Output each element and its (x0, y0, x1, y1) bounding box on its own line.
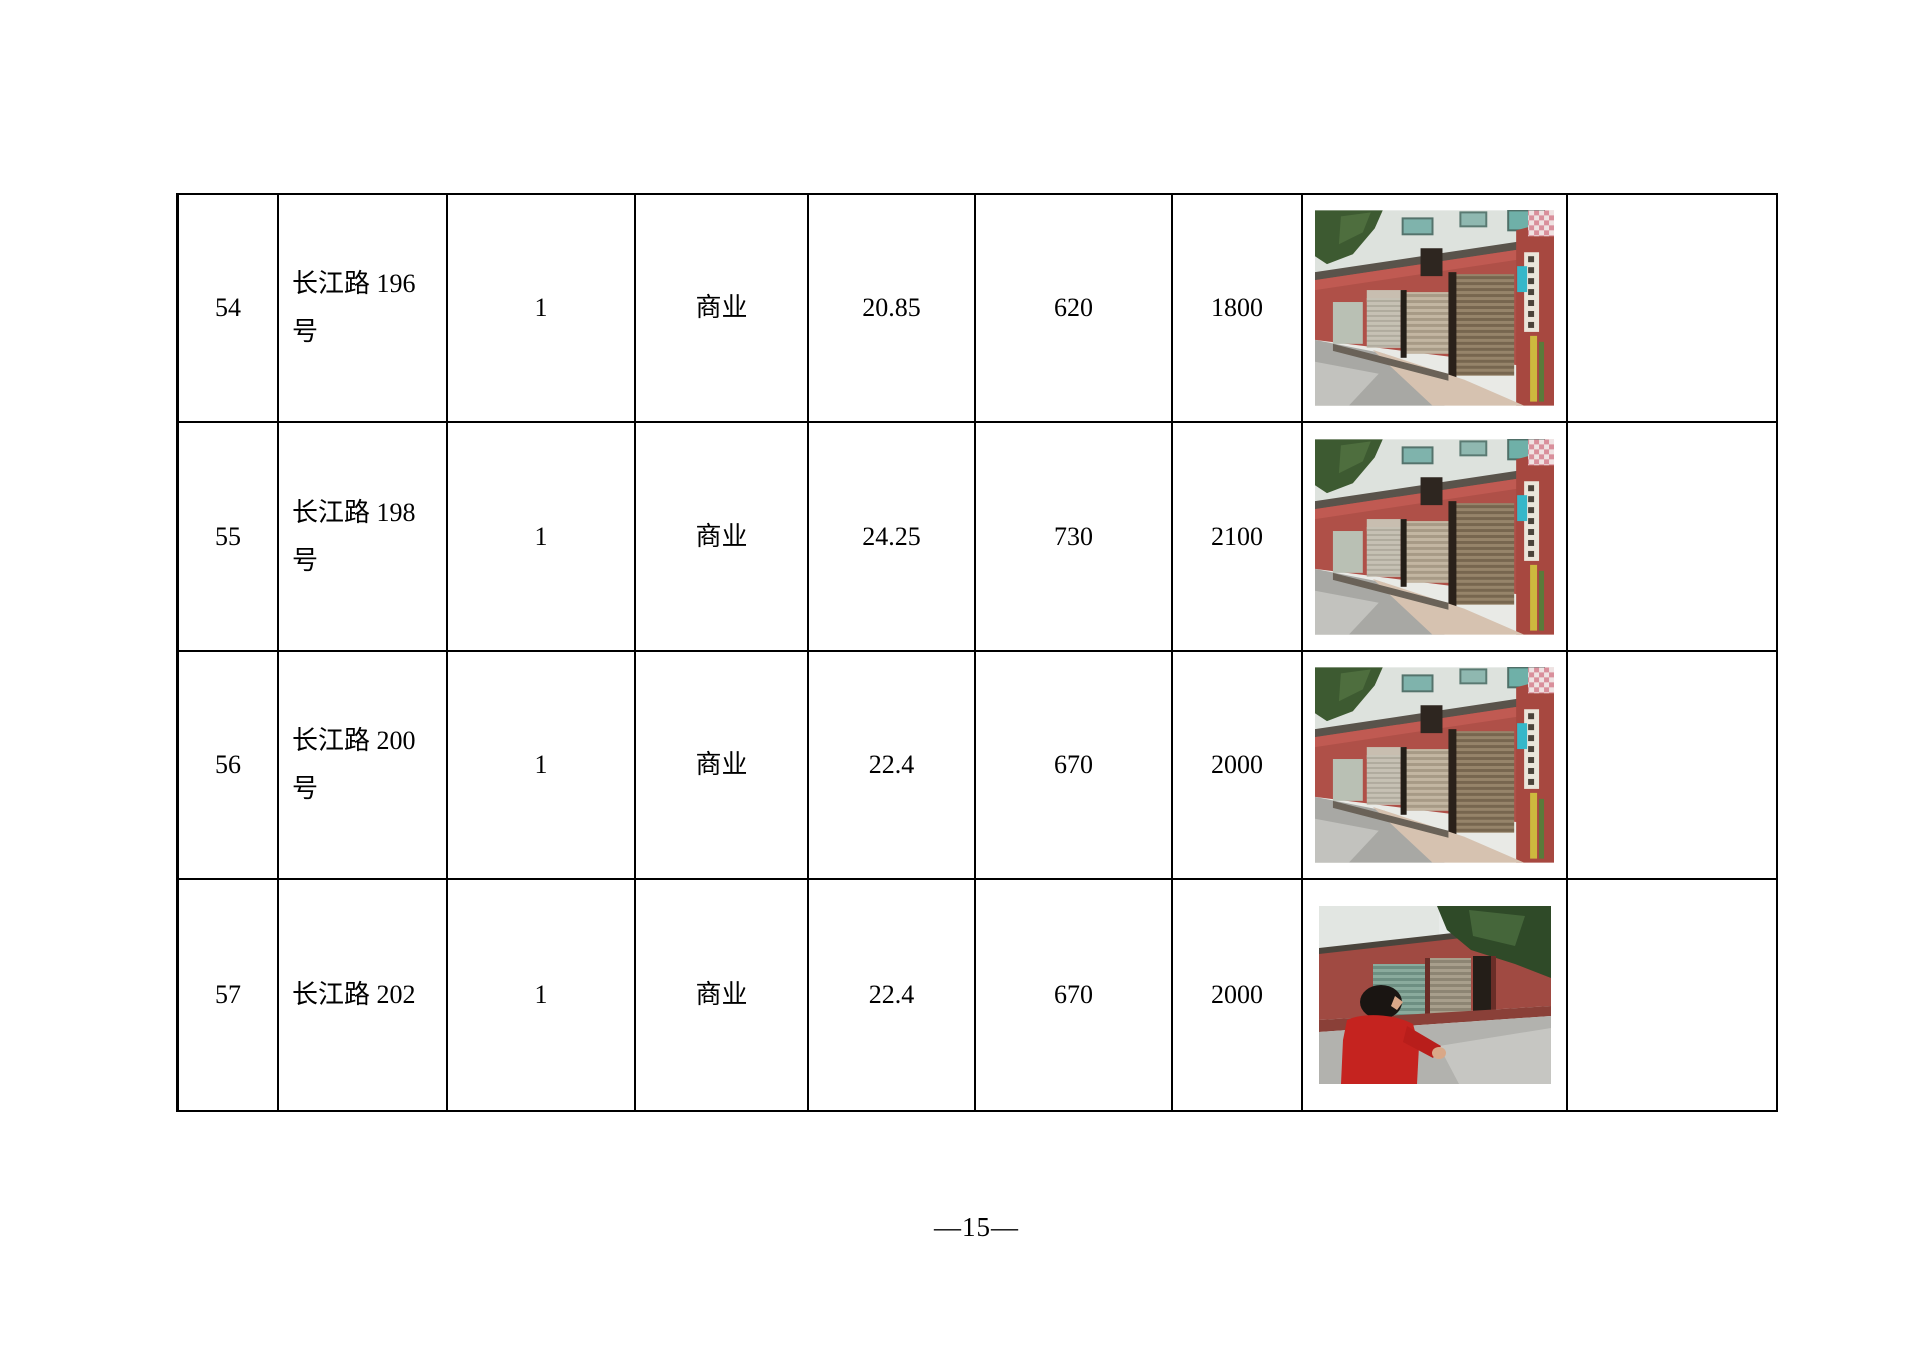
address-cell: 长江路 202 (279, 880, 448, 1110)
remarks-cell (1568, 195, 1776, 423)
photo-cell (1303, 652, 1568, 880)
value1-cell: 670 (976, 880, 1173, 1110)
row-number-cell: 55 (179, 423, 279, 652)
photo-cell (1303, 195, 1568, 423)
address-line-1: 长江路 202 (292, 980, 416, 1009)
address-cell: 长江路 200 号 (279, 652, 448, 880)
area-cell: 20.85 (809, 195, 976, 423)
storefront-photo (1315, 667, 1554, 863)
row-number-cell: 54 (179, 195, 279, 423)
remarks-cell (1568, 652, 1776, 880)
address-line-2: 号 (292, 317, 319, 346)
count-cell: 1 (448, 652, 636, 880)
usage-type-cell: 商业 (636, 195, 809, 423)
value1-cell: 620 (976, 195, 1173, 423)
address-line-1: 长江路 196 (292, 269, 416, 298)
value1-cell: 730 (976, 423, 1173, 652)
address-line-2: 号 (292, 774, 319, 803)
row-number-cell: 57 (179, 880, 279, 1110)
area-cell: 24.25 (809, 423, 976, 652)
remarks-cell (1568, 423, 1776, 652)
address-line-2: 号 (292, 545, 319, 575)
address-line-1: 长江路 198 (292, 497, 416, 527)
usage-type-cell: 商业 (636, 423, 809, 652)
area-cell: 22.4 (809, 880, 976, 1110)
page-number: —15— (934, 1212, 1019, 1242)
value2-cell: 2000 (1173, 880, 1303, 1110)
address-line-1: 长江路 200 (292, 726, 416, 755)
storefront-photo (1315, 210, 1554, 406)
remarks-cell (1568, 880, 1776, 1110)
count-cell: 1 (448, 880, 636, 1110)
value2-cell: 2000 (1173, 652, 1303, 880)
photo-cell (1303, 880, 1568, 1110)
count-cell: 1 (448, 423, 636, 652)
value1-cell: 670 (976, 652, 1173, 880)
address-cell: 长江路 196 号 (279, 195, 448, 423)
value2-cell: 1800 (1173, 195, 1303, 423)
photo-cell (1303, 423, 1568, 652)
value2-cell: 2100 (1173, 423, 1303, 652)
property-table: 54 长江路 196 号 1 商业 20.85 620 1800 55 长江路 … (176, 193, 1778, 1112)
area-cell: 22.4 (809, 652, 976, 880)
storefront-photo (1318, 906, 1551, 1084)
count-cell: 1 (448, 195, 636, 423)
storefront-photo (1315, 438, 1554, 635)
row-number-cell: 56 (179, 652, 279, 880)
usage-type-cell: 商业 (636, 652, 809, 880)
address-cell: 长江路 198 号 (279, 423, 448, 652)
usage-type-cell: 商业 (636, 880, 809, 1110)
